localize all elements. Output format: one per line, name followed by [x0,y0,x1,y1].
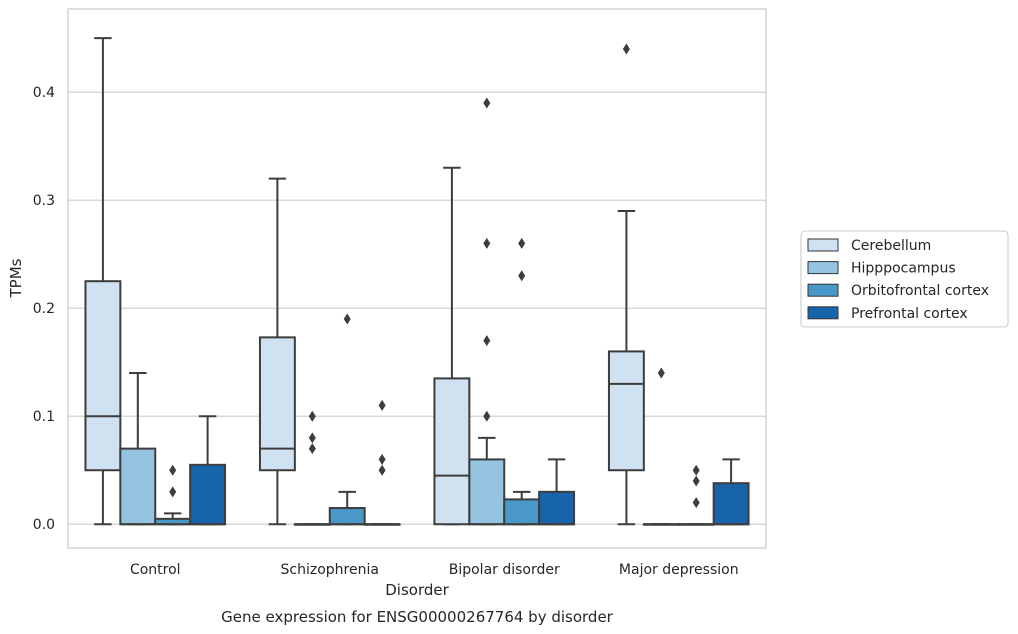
legend: Cerebellum Hipppocampus Orbitofrontal cort… [800,230,1009,328]
box-prefrontal-cortex [712,458,750,526]
outlier-point [483,410,491,422]
x-axis-label: Disorder [385,581,449,599]
legend-swatch [807,283,839,297]
outlier-point [657,367,665,379]
box-body [503,498,541,526]
box-body [433,377,471,526]
box-prefrontal-cortex [538,458,576,526]
outlier-point [518,270,526,282]
box-body [328,507,366,526]
x-tick-label: Schizophrenia [281,562,379,578]
box-body [468,458,506,526]
grid-lines [68,91,766,525]
box-cerebellum [84,37,122,526]
box-cerebellum [258,177,296,526]
box-series [84,37,750,526]
y-tick-label: 0.4 [33,85,55,101]
legend-label: Cerebellum [851,238,931,254]
legend-swatch [807,238,839,252]
outlier-point [378,399,386,411]
x-tick-label: Control [130,562,181,578]
legend-label: Hipppocampus [851,261,956,277]
box-body [712,482,750,526]
chart-caption: Gene expression for ENSG00000267764 by d… [221,608,614,626]
box-hipppocampus [293,410,331,526]
x-tick-labels: Control Schizophrenia Bipolar disorder Majo… [130,562,739,578]
legend-label: Prefrontal cortex [851,306,968,322]
box-orbitofrontal-cortex [503,237,541,526]
outlier-point [378,464,386,476]
y-tick-label: 0.0 [33,517,55,533]
box-body [84,280,122,472]
plot-frame [67,8,767,549]
outlier-point [169,486,177,498]
box-orbitofrontal-cortex [677,464,715,526]
legend-swatch [807,261,839,275]
outlier-point [692,475,700,487]
legend-label: Orbitofrontal cortex [851,283,989,299]
outlier-point [308,432,316,444]
outlier-point [308,443,316,455]
outlier-point [483,237,491,249]
y-tick-label: 0.1 [33,409,55,425]
box-hipppocampus [468,97,506,526]
outlier-point [308,410,316,422]
x-tick-label: Bipolar disorder [449,562,560,578]
outlier-point [692,497,700,509]
box-orbitofrontal-cortex [154,464,192,526]
y-tick-label: 0.3 [33,193,55,209]
outlier-point [622,43,630,55]
box-cerebellum [607,43,645,526]
outlier-point [169,464,177,476]
y-tick-label: 0.2 [33,301,55,317]
box-body [538,490,576,526]
x-tick-label: Major depression [619,562,739,578]
outlier-point [518,237,526,249]
box-body [119,447,157,526]
outlier-point [692,464,700,476]
box-cerebellum [433,166,471,526]
outlier-point [483,97,491,109]
box-prefrontal-cortex [363,399,401,526]
box-hipppocampus [642,367,680,526]
box-body [189,463,227,526]
box-body [258,336,296,472]
outlier-point [343,313,351,325]
legend-swatch [807,306,839,320]
outlier-point [483,335,491,347]
y-tick-labels: 0.0 0.1 0.2 0.3 0.4 [33,85,55,533]
outlier-point [378,453,386,465]
box-hipppocampus [119,372,157,526]
box-body [607,350,645,472]
y-axis-label: TPMs [7,258,25,298]
box-orbitofrontal-cortex [328,313,366,526]
legend-frame [800,230,1009,328]
box-prefrontal-cortex [189,415,227,526]
